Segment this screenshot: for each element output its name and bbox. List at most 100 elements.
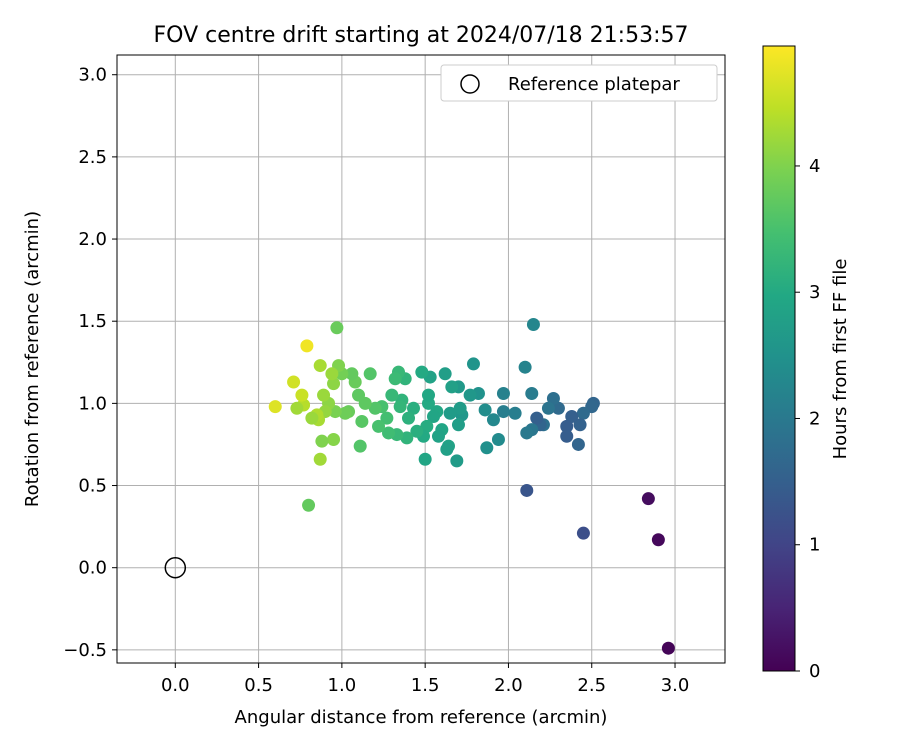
data-point	[486, 413, 500, 427]
x-tick-label: 1.5	[411, 675, 440, 696]
data-point	[508, 406, 522, 420]
data-point	[388, 372, 402, 386]
data-point	[525, 387, 539, 401]
data-point	[290, 401, 304, 415]
data-point	[313, 452, 327, 466]
data-point	[355, 414, 369, 428]
data-point	[526, 317, 540, 331]
x-tick-label: 2.5	[577, 675, 606, 696]
data-point	[305, 411, 319, 425]
data-point	[573, 418, 587, 432]
data-point	[385, 388, 399, 402]
data-point	[353, 439, 367, 453]
y-tick-label: 2.0	[78, 229, 107, 250]
scatter-points	[268, 317, 675, 655]
data-point	[466, 357, 480, 371]
data-point	[327, 377, 341, 391]
data-point	[520, 483, 534, 497]
data-point	[420, 419, 434, 433]
data-point	[402, 411, 416, 425]
data-point	[338, 406, 352, 420]
data-point	[407, 401, 421, 415]
data-point	[352, 388, 366, 402]
data-point	[440, 442, 454, 456]
x-tick-label: 0.0	[161, 675, 190, 696]
data-point	[302, 498, 316, 512]
data-point	[651, 533, 665, 547]
colorbar-tick-label: 1	[809, 535, 820, 556]
data-point	[565, 410, 579, 424]
data-point	[410, 424, 424, 438]
data-point	[463, 388, 477, 402]
data-point	[421, 388, 435, 402]
x-tick-label: 3.0	[661, 675, 690, 696]
data-point	[576, 406, 590, 420]
data-point	[496, 405, 510, 419]
data-point	[546, 391, 560, 405]
grid	[117, 55, 725, 663]
legend-marker-open-circle	[460, 74, 480, 94]
colorbar-tick-label: 0	[809, 661, 820, 682]
data-point	[453, 401, 467, 415]
data-point	[415, 365, 429, 379]
colorbar-tick-label: 2	[809, 408, 820, 429]
data-point	[418, 452, 432, 466]
y-axis-ticks: −0.5 0.0 0.5 1.0 1.5 2.0 2.5 3.0	[63, 65, 117, 661]
legend-label: Reference platepar	[508, 74, 680, 95]
reference-platepar-marker	[164, 556, 187, 579]
data-point	[400, 431, 414, 445]
data-point	[551, 401, 565, 415]
colorbar-tick-label: 3	[809, 282, 820, 303]
reference-marker	[164, 556, 187, 579]
data-point	[641, 492, 655, 506]
y-tick-label: 1.0	[78, 393, 107, 414]
data-point	[541, 401, 555, 415]
data-point	[520, 426, 534, 440]
data-point	[480, 441, 494, 455]
data-point	[443, 406, 457, 420]
data-point	[372, 419, 386, 433]
y-axis-label: Rotation from reference (arcmin)	[22, 211, 43, 507]
data-point	[571, 437, 585, 451]
data-point	[450, 454, 464, 468]
legend-box	[440, 64, 718, 102]
colorbar-tick-label: 4	[809, 156, 820, 177]
data-point	[345, 367, 359, 381]
chart-title: FOV centre drift starting at 2024/07/18 …	[154, 23, 689, 48]
legend: Reference platepar	[440, 64, 718, 102]
data-point	[576, 526, 590, 540]
data-point	[438, 367, 452, 381]
y-tick-label: 0.5	[78, 476, 107, 497]
x-axis-ticks: 0.0 0.5 1.0 1.5 2.0 2.5 3.0	[161, 663, 689, 696]
data-point	[393, 400, 407, 414]
data-point	[661, 641, 675, 655]
x-tick-label: 0.5	[244, 675, 273, 696]
data-point	[313, 359, 327, 373]
data-point	[295, 388, 309, 402]
y-tick-label: 1.5	[78, 311, 107, 332]
data-point	[560, 419, 574, 433]
data-point	[478, 403, 492, 417]
data-point	[518, 360, 532, 374]
data-point	[268, 400, 282, 414]
data-point	[426, 410, 440, 424]
y-tick-label: −0.5	[63, 640, 107, 661]
x-tick-label: 2.0	[494, 675, 523, 696]
data-point	[530, 411, 544, 425]
y-tick-label: 0.0	[78, 558, 107, 579]
data-point	[431, 429, 445, 443]
data-point	[382, 426, 396, 440]
colorbar-ticks: 0 1 2 3 4	[795, 156, 820, 682]
x-tick-label: 1.0	[328, 675, 357, 696]
data-point	[325, 367, 339, 381]
data-point	[560, 429, 574, 443]
x-axis-label: Angular distance from reference (arcmin)	[235, 707, 608, 728]
data-point	[317, 388, 331, 402]
y-tick-label: 3.0	[78, 65, 107, 86]
data-point	[363, 367, 377, 381]
data-point	[287, 375, 301, 389]
data-point	[330, 321, 344, 335]
data-point	[445, 380, 459, 394]
data-point	[380, 411, 394, 425]
